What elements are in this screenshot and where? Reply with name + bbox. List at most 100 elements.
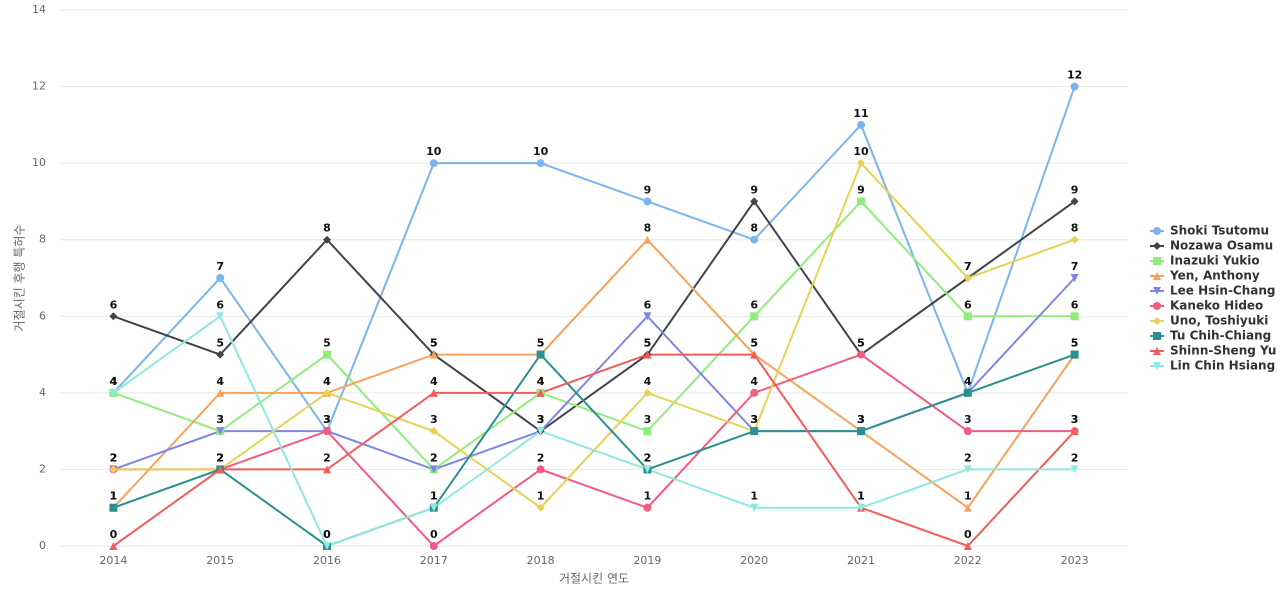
data-label: 3 — [857, 413, 865, 426]
data-point — [429, 159, 438, 168]
x-tick-label: 2022 — [954, 554, 982, 567]
data-point — [963, 542, 972, 550]
data-label: 2 — [323, 451, 331, 464]
data-label: 4 — [323, 375, 331, 388]
y-axis-title: 거절시킨 후행 특허수 — [12, 225, 27, 332]
data-point — [429, 350, 438, 359]
data-label: 9 — [857, 183, 865, 196]
data-point — [1070, 350, 1079, 359]
data-label: 0 — [323, 528, 331, 541]
legend-label[interactable]: Yen, Anthony — [1169, 269, 1260, 283]
y-tick-label: 2 — [39, 462, 46, 475]
data-point — [429, 465, 438, 474]
data-label: 7 — [964, 260, 972, 273]
data-label: 3 — [537, 413, 545, 426]
y-tick-label: 14 — [32, 3, 46, 16]
legend-label[interactable]: Uno, Toshiyuki — [1170, 314, 1268, 328]
data-label: 3 — [1071, 413, 1079, 426]
legend-label[interactable]: Nozawa Osamu — [1170, 239, 1273, 253]
data-label: 7 — [964, 260, 972, 273]
data-label: 7 — [216, 260, 224, 273]
data-label: 2 — [644, 451, 652, 464]
data-label: 1 — [857, 490, 865, 503]
data-point — [643, 312, 652, 321]
x-tick-label: 2023 — [1061, 554, 1089, 567]
data-point — [963, 312, 972, 321]
data-label: 4 — [964, 375, 972, 388]
data-point — [1070, 197, 1079, 206]
legend-marker — [1153, 347, 1161, 355]
data-point — [750, 350, 759, 359]
data-label: 1 — [857, 490, 865, 503]
data-point — [323, 388, 331, 397]
data-point — [643, 350, 652, 359]
data-label: 4 — [964, 375, 972, 388]
legend-label[interactable]: Tu Chih-Chiang — [1170, 329, 1271, 343]
data-point — [857, 427, 865, 436]
data-point — [1070, 427, 1079, 436]
data-label: 9 — [750, 183, 758, 196]
data-point — [216, 465, 225, 474]
data-label: 4 — [430, 375, 438, 388]
data-point — [643, 388, 652, 397]
data-label: 2 — [216, 451, 224, 464]
data-point — [216, 427, 225, 436]
legend-label[interactable]: Shinn-Sheng Yu — [1170, 344, 1276, 358]
data-label: 3 — [644, 413, 652, 426]
data-label: 6 — [110, 298, 118, 311]
data-point — [536, 350, 545, 359]
data-label: 8 — [1071, 222, 1079, 235]
series-line — [112, 314, 1075, 548]
legend-label[interactable]: Shoki Tsutomu — [1170, 224, 1269, 238]
data-point — [1070, 235, 1079, 244]
data-label: 6 — [216, 298, 224, 311]
data-label: 2 — [430, 451, 438, 464]
data-point — [1070, 312, 1079, 321]
y-tick-label: 4 — [39, 386, 46, 399]
data-label: 5 — [857, 337, 865, 350]
legend-label[interactable]: Inazuki Yukio — [1170, 254, 1260, 268]
data-point — [963, 427, 972, 436]
data-point — [750, 388, 759, 397]
data-label: 5 — [430, 337, 438, 350]
data-point — [536, 159, 545, 168]
data-label: 5 — [1071, 337, 1079, 350]
data-label: 3 — [537, 413, 545, 426]
data-label: 4 — [537, 375, 545, 388]
data-label: 11 — [853, 107, 868, 120]
data-label: 3 — [857, 413, 865, 426]
legend-marker — [1153, 227, 1161, 235]
data-label: 6 — [964, 298, 972, 311]
data-label: 10 — [533, 145, 549, 158]
data-label: 3 — [323, 413, 331, 426]
series-line — [112, 238, 1076, 510]
data-label: 4 — [964, 375, 972, 388]
x-tick-label: 2017 — [420, 554, 448, 567]
data-point — [323, 542, 331, 550]
data-label: 9 — [644, 183, 652, 196]
data-label: 5 — [750, 337, 758, 350]
data-label: 5 — [216, 337, 224, 350]
x-axis-title: 거절시킨 연도 — [559, 572, 629, 586]
data-point — [216, 388, 225, 397]
data-point — [857, 197, 865, 206]
x-tick-label: 2018 — [527, 554, 555, 567]
legend-marker — [1153, 257, 1161, 265]
data-point — [643, 235, 652, 244]
legend-label[interactable]: Lee Hsin-Chang — [1170, 284, 1276, 298]
data-label: 2 — [430, 451, 438, 464]
data-point — [323, 427, 331, 436]
data-label: 6 — [750, 298, 758, 311]
data-label: 0 — [323, 528, 331, 541]
data-label: 1 — [110, 490, 118, 503]
data-point — [963, 503, 972, 512]
data-point — [857, 350, 865, 359]
legend-label[interactable]: Kaneko Hideo — [1170, 299, 1263, 313]
data-label: 2 — [110, 451, 118, 464]
legend-label[interactable]: Lin Chin Hsiang — [1170, 359, 1275, 373]
y-tick-label: 10 — [32, 156, 46, 169]
series-line — [113, 199, 1075, 471]
data-point — [643, 465, 652, 474]
data-label: 4 — [110, 375, 118, 388]
